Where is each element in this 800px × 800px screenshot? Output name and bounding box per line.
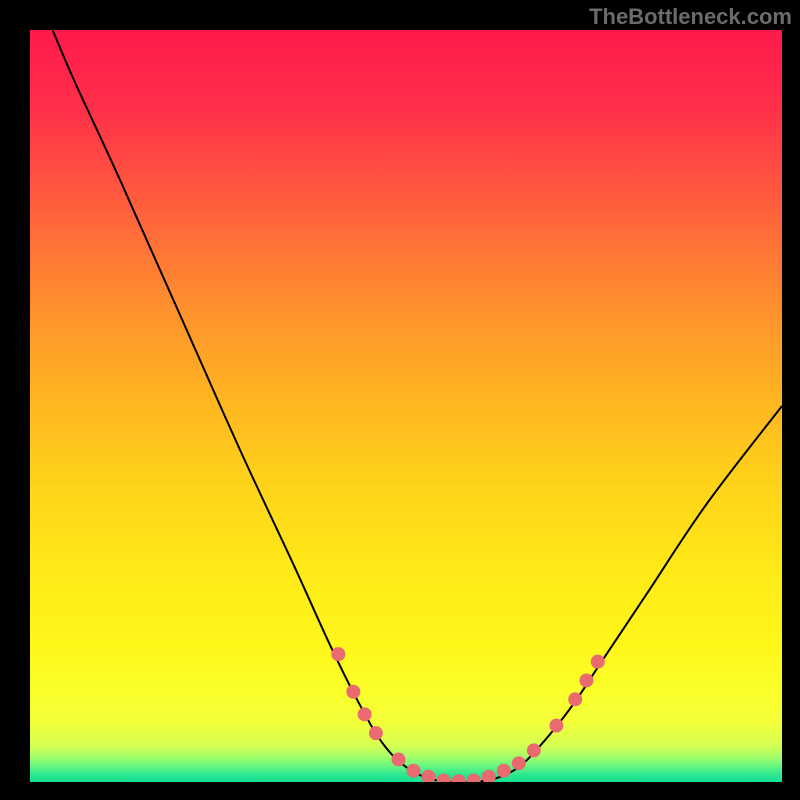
data-marker [369,726,383,740]
data-marker [391,752,405,766]
watermark-text: TheBottleneck.com [589,4,792,30]
data-marker [358,707,372,721]
data-marker [527,743,541,757]
data-marker [549,719,563,733]
chart-svg [30,30,782,782]
data-marker [497,764,511,778]
data-marker [568,692,582,706]
data-marker [591,655,605,669]
data-marker [512,756,526,770]
data-marker [346,685,360,699]
data-marker [331,647,345,661]
plot-area [30,30,782,782]
chart-container: TheBottleneck.com [0,0,800,800]
data-marker [579,673,593,687]
data-marker [407,764,421,778]
gradient-background [30,30,782,782]
